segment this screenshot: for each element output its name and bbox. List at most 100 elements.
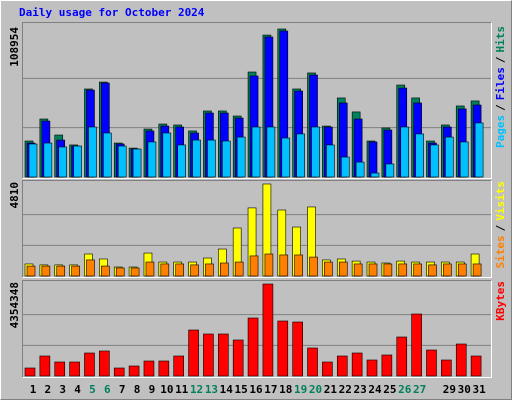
bar: [366, 359, 378, 377]
bar: [368, 141, 378, 178]
y-tick-label: 108954: [8, 27, 21, 67]
bar: [336, 355, 348, 377]
legend-entry: Hits: [494, 26, 507, 53]
panel-edge-dark: [22, 280, 492, 378]
bar: [88, 126, 97, 178]
bar: [28, 143, 38, 178]
x-tick-label: 14: [220, 383, 234, 396]
chart-title: Daily usage for October 2024: [19, 6, 205, 19]
bar: [326, 144, 335, 178]
bar: [413, 263, 422, 277]
panel-edge-light: [22, 22, 492, 179]
bar: [103, 132, 112, 178]
x-tick-label: 29: [443, 383, 456, 396]
bar: [400, 126, 410, 178]
bar: [309, 256, 318, 277]
bar: [218, 333, 229, 377]
bar: [41, 265, 51, 277]
bar: [264, 253, 274, 277]
legend-entry: Files: [494, 67, 507, 100]
bar: [160, 263, 170, 277]
x-tick-label: 27: [413, 383, 426, 396]
legend-separator: /: [494, 104, 507, 111]
bar: [132, 148, 142, 178]
bar: [190, 264, 199, 277]
bar: [173, 355, 184, 377]
x-tick-label: 4: [74, 383, 81, 396]
bar: [84, 352, 95, 377]
bar: [162, 132, 172, 178]
bar: [247, 317, 259, 377]
bar: [56, 265, 66, 277]
bar: [175, 263, 184, 277]
bar: [340, 156, 350, 178]
bar: [370, 172, 380, 178]
x-tick-label: 16: [249, 383, 263, 396]
bar: [73, 145, 82, 178]
bar: [470, 355, 482, 377]
x-tick-label: 23: [354, 383, 367, 396]
x-tick-label: 25: [383, 383, 396, 396]
bar: [220, 262, 229, 277]
x-tick-label: 1: [30, 383, 37, 396]
bar: [396, 336, 408, 377]
bar: [71, 265, 80, 277]
bar: [324, 261, 333, 277]
bar: [234, 261, 244, 277]
bar: [445, 136, 454, 178]
bar: [426, 349, 437, 377]
bar: [128, 365, 140, 377]
bar: [262, 283, 274, 377]
bar: [251, 126, 261, 178]
panel-edge-dark: [22, 22, 492, 179]
bar: [113, 367, 125, 377]
x-tick-label: 19: [294, 383, 307, 396]
bar: [322, 361, 333, 377]
bar: [292, 321, 303, 377]
x-tick-label: 20: [309, 383, 322, 396]
bar: [311, 126, 320, 178]
x-tick-label: 12: [190, 383, 203, 396]
bar: [207, 139, 216, 178]
bar: [86, 259, 95, 277]
x-tick-label: 9: [149, 383, 156, 396]
bar: [430, 144, 439, 178]
bar: [472, 263, 482, 277]
panel-edge-light: [22, 280, 492, 378]
legend: KBytes: [494, 281, 507, 321]
bar: [232, 339, 244, 377]
bar: [188, 329, 199, 377]
bar: [441, 359, 452, 377]
legend-separator: /: [494, 224, 507, 231]
panel-edge-dark: [22, 180, 492, 278]
bar: [143, 360, 155, 377]
bar: [457, 263, 467, 277]
legend-entry: KBytes: [494, 281, 507, 321]
bar: [58, 146, 68, 178]
y-tick-label: 4354348: [8, 282, 21, 328]
x-tick-label: 22: [339, 383, 352, 396]
bar: [177, 144, 186, 178]
bar: [294, 254, 303, 277]
legend-entry: Visits: [494, 181, 507, 221]
x-tick-label: 18: [279, 383, 292, 396]
legend: Pages / Files / Hits: [494, 26, 507, 148]
bar: [281, 137, 291, 178]
bar: [115, 267, 125, 277]
bar: [279, 254, 289, 277]
x-tick-label: 3: [59, 383, 66, 396]
bar: [428, 264, 437, 277]
bar: [266, 126, 276, 178]
bar: [145, 261, 155, 277]
bar: [368, 263, 378, 277]
bar: [24, 367, 36, 377]
bar: [203, 333, 214, 377]
bar: [249, 255, 259, 277]
bar: [443, 263, 452, 277]
legend-entry: Sites: [494, 235, 507, 268]
bar: [43, 142, 53, 178]
bar: [411, 313, 422, 377]
bar: [54, 361, 66, 377]
